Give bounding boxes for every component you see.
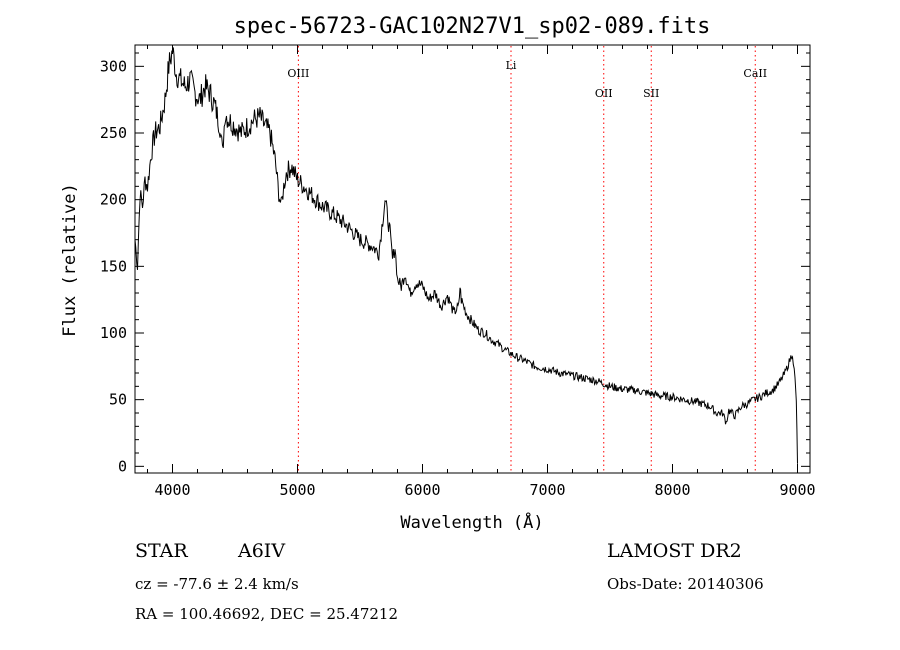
survey-release: LAMOST DR2	[607, 540, 742, 562]
x-tick-label: 7000	[529, 481, 565, 499]
y-tick-label: 200	[100, 191, 127, 209]
line-label-caii: CaII	[743, 67, 767, 80]
y-tick-label: 300	[100, 57, 127, 75]
object-class: STAR	[135, 540, 188, 562]
velocity-readout: cz = -77.6 ± 2.4 km/s	[135, 575, 299, 593]
x-tick-label: 5000	[279, 481, 315, 499]
plot-area: 4000 5000 6000 7000 8000 9000 0 50 100 150 200 250 3…	[100, 44, 816, 499]
line-label-oiii: OIII	[287, 67, 309, 80]
x-tick-label: 4000	[154, 481, 190, 499]
coordinates: RA = 100.46692, DEC = 25.47212	[135, 605, 399, 623]
y-tick-label: 150	[100, 257, 127, 275]
chart-title: spec-56723-GAC102N27V1_sp02-089.fits	[234, 14, 711, 39]
line-label-li: Li	[506, 59, 517, 72]
x-tick-label: 9000	[779, 481, 815, 499]
line-label-oii: OII	[595, 87, 613, 100]
x-axis-label: Wavelength (Å)	[400, 511, 543, 533]
y-tick-label: 250	[100, 124, 127, 142]
y-tick-label: 0	[118, 457, 127, 475]
object-subclass: A6IV	[238, 540, 286, 562]
x-tick-label: 6000	[404, 481, 440, 499]
obs-date: Obs-Date: 20140306	[607, 575, 764, 593]
line-label-sii: SII	[643, 87, 659, 100]
y-axis-label: Flux (relative)	[60, 183, 80, 337]
spectrum-line	[134, 47, 798, 464]
x-tick-label: 8000	[654, 481, 690, 499]
plot-frame	[134, 44, 811, 474]
y-tick-label: 50	[109, 391, 127, 409]
y-tick-label: 100	[100, 324, 127, 342]
